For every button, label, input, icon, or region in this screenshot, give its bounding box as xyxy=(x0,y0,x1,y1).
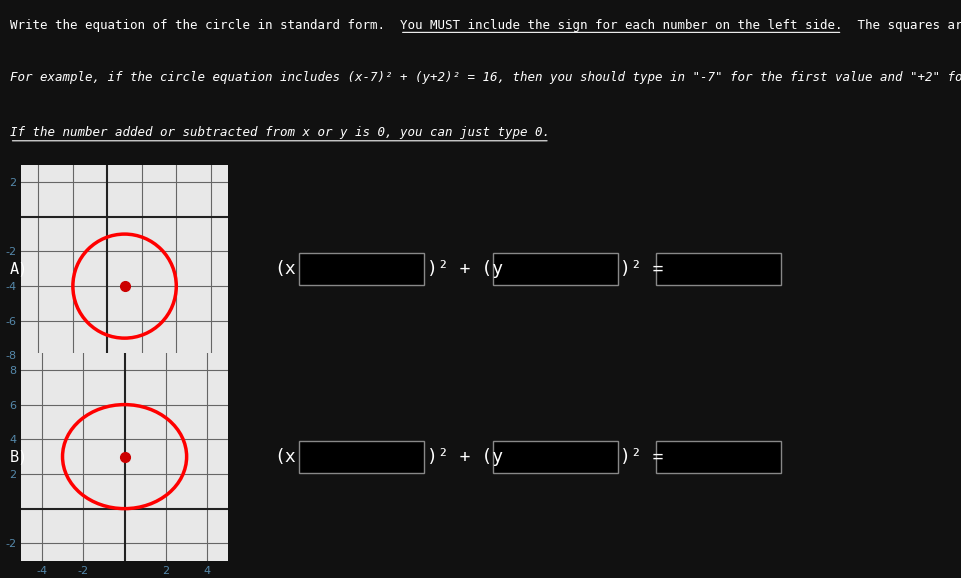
Text: A): A) xyxy=(10,261,28,276)
Text: B): B) xyxy=(10,449,28,464)
Text: Write the equation of the circle in standard form.  You MUST include the sign fo: Write the equation of the circle in stan… xyxy=(10,20,961,32)
Text: (x: (x xyxy=(274,447,296,466)
Text: For example, if the circle equation includes (x-7)² + (y+2)² = 16, then you shou: For example, if the circle equation incl… xyxy=(10,71,961,84)
Text: )² =: )² = xyxy=(620,260,663,278)
Text: )² + (y: )² + (y xyxy=(427,260,503,278)
Text: (x: (x xyxy=(274,260,296,278)
Text: If the number added or subtracted from x or y is 0, you can just type 0.: If the number added or subtracted from x… xyxy=(10,126,549,139)
Text: )² =: )² = xyxy=(620,447,663,466)
Text: )² + (y: )² + (y xyxy=(427,447,503,466)
